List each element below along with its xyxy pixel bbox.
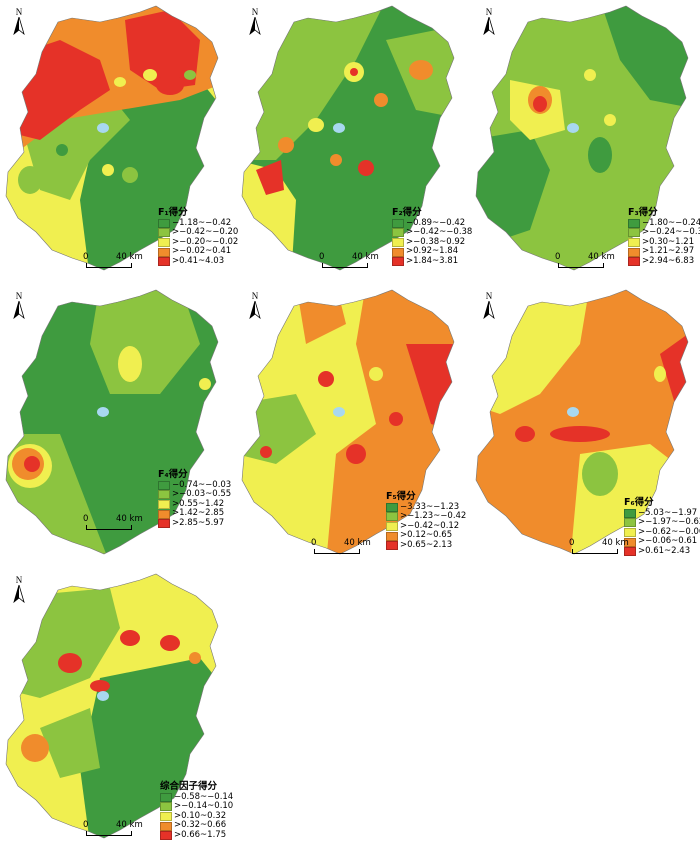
legend-item: −0.74~−0.03 <box>158 480 231 491</box>
map-f1 <box>5 5 219 271</box>
legend-item: >−0.03~0.55 <box>158 490 231 500</box>
legend-item: −1.80~−0.24 <box>628 218 700 229</box>
north-arrow: N <box>12 576 26 607</box>
legend-item: >2.94~6.83 <box>628 256 700 267</box>
north-arrow-icon <box>13 583 25 604</box>
legend-title: 综合因子得分 <box>160 781 218 792</box>
legend-item: >−0.02~0.41 <box>158 247 238 257</box>
legend-item: >−0.20~−0.02 <box>158 237 238 248</box>
north-arrow: N <box>482 292 496 323</box>
scale-bar: 0 40 km <box>316 252 379 274</box>
north-arrow: N <box>12 8 26 39</box>
legend-item: >0.41~4.03 <box>158 256 238 267</box>
map-f3 <box>475 5 689 271</box>
legend-item: −3.33~−1.23 <box>386 502 466 513</box>
map-panel-f2: N F₂得分 −0.89~−0.42 >−0.42~−0.38 >−0.38~0… <box>236 0 472 280</box>
scale-bar: 0 40 km <box>552 252 615 274</box>
map-panel-f4: N F₄得分 −0.74~−0.03 >−0.03~0.55 >0.55~1.4… <box>0 284 232 564</box>
north-arrow: N <box>248 8 262 39</box>
legend: F₅得分 −3.33~−1.23 >−1.23~−0.42 >−0.42~0.1… <box>386 492 466 551</box>
legend: F₂得分 −0.89~−0.42 >−0.42~−0.38 >−0.38~0.9… <box>392 208 472 267</box>
legend-item: >0.55~1.42 <box>158 499 231 510</box>
map-f6 <box>475 289 689 555</box>
legend-item: >1.84~3.81 <box>392 256 472 267</box>
legend: F₄得分 −0.74~−0.03 >−0.03~0.55 >0.55~1.42 … <box>158 470 231 529</box>
legend: F₁得分 −1.18~−0.42 >−0.42~−0.20 >−0.20~−0.… <box>158 208 238 267</box>
north-arrow-icon <box>13 15 25 36</box>
legend: 综合因子得分 −0.58~−0.14 >−0.14~0.10 >0.10~0.3… <box>160 782 233 841</box>
legend-item: >0.66~1.75 <box>160 830 233 841</box>
legend-item: >2.85~5.97 <box>158 518 231 529</box>
scale-bar: 0 40 km <box>308 538 371 560</box>
north-label: N <box>15 7 23 17</box>
map-f2 <box>241 5 455 271</box>
legend-item: >1.42~2.85 <box>158 509 231 519</box>
legend-item: −0.58~−0.14 <box>160 792 233 803</box>
legend: F₆得分 −5.03~−1.97 >−1.97~−0.62 >−0.62~−0.… <box>624 498 700 557</box>
legend: F₃得分 −1.80~−0.24 >−0.24~−0.30 >0.30~1.21… <box>628 208 700 267</box>
map-panel-f1: N F₁得分 −1.18~−0.42 >−0.42~−0.20 >−0.20~−… <box>0 0 238 280</box>
legend-title: F₂得分 <box>392 207 422 218</box>
map-panel-f5: N F₅得分 −3.33~−1.23 >−1.23~−0.42 >−0.42~0… <box>236 284 468 564</box>
scale-bar: 0 40 km <box>80 514 143 536</box>
legend-item: −1.18~−0.42 <box>158 218 238 229</box>
legend-title: F₅得分 <box>386 491 416 502</box>
scale-bar: 0 40 km <box>566 538 629 560</box>
legend-item: >−0.42~−0.38 <box>392 228 472 238</box>
north-arrow-icon <box>483 299 495 320</box>
scale-bar: 0 40 km <box>80 252 143 274</box>
north-arrow-icon <box>249 299 261 320</box>
legend-item: >−1.23~−0.42 <box>386 512 466 522</box>
legend-item: >0.32~0.66 <box>160 821 233 831</box>
legend-item: >−0.62~−0.06 <box>624 527 700 538</box>
legend-item: >−0.42~−0.20 <box>158 228 238 238</box>
map-composite <box>5 573 219 839</box>
legend-item: >0.92~1.84 <box>392 247 472 257</box>
north-arrow: N <box>12 292 26 323</box>
legend-item: >0.10~0.32 <box>160 811 233 822</box>
north-arrow: N <box>482 8 496 39</box>
legend-title: F₃得分 <box>628 207 658 218</box>
map-f5 <box>241 289 455 555</box>
map-panel-f6: N F₆得分 −5.03~−1.97 >−1.97~−0.62 >−0.62~−… <box>470 284 700 564</box>
map-panel-composite: N 综合因子得分 −0.58~−0.14 >−0.14~0.10 >0.10~0… <box>0 568 233 848</box>
legend-item: >−0.14~0.10 <box>160 802 233 812</box>
legend-item: −5.03~−1.97 <box>624 508 700 519</box>
north-arrow: N <box>248 292 262 323</box>
legend-item: >−0.42~0.12 <box>386 521 466 532</box>
legend-item: >−0.24~−0.30 <box>628 228 700 238</box>
legend-item: >0.30~1.21 <box>628 237 700 248</box>
scale-bar: 0 40 km <box>80 820 143 842</box>
legend-item: >−1.97~−0.62 <box>624 518 700 528</box>
legend-title: F₄得分 <box>158 469 188 480</box>
north-arrow-icon <box>249 15 261 36</box>
legend-item: >−0.06~0.61 <box>624 537 700 547</box>
map-panel-f3: N F₃得分 −1.80~−0.24 >−0.24~−0.30 >0.30~1.… <box>470 0 700 280</box>
map-f4 <box>5 289 219 555</box>
north-arrow-icon <box>13 299 25 320</box>
north-arrow-icon <box>483 15 495 36</box>
legend-title: F₁得分 <box>158 207 188 218</box>
legend-item: >−0.38~0.92 <box>392 237 472 248</box>
legend-item: >0.12~0.65 <box>386 531 466 541</box>
legend-item: >0.65~2.13 <box>386 540 466 551</box>
legend-item: −0.89~−0.42 <box>392 218 472 229</box>
legend-item: >1.21~2.97 <box>628 247 700 257</box>
legend-title: F₆得分 <box>624 497 654 508</box>
legend-item: >0.61~2.43 <box>624 546 700 557</box>
